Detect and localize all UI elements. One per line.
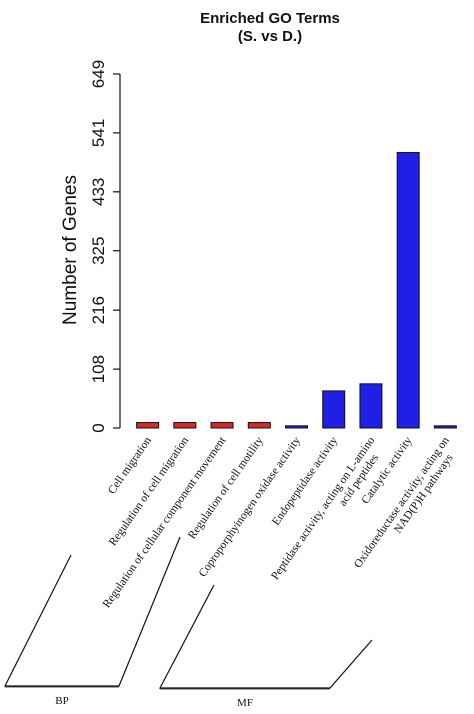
- bar-4: [247, 422, 271, 429]
- y-tick-label: 649: [89, 60, 108, 88]
- bar-7: [359, 383, 383, 429]
- y-axis: 0 108 216 325 433 541 649: [89, 60, 121, 433]
- y-tick-label: 433: [89, 178, 108, 206]
- bar-2: [173, 422, 197, 429]
- y-tick-label: 325: [89, 237, 108, 265]
- y-tick-label: 0: [89, 423, 108, 432]
- category-label-4: Regulation of cell motility: [186, 435, 266, 542]
- y-axis-label: Number of Genes: [60, 175, 81, 325]
- bar-8: [396, 152, 420, 429]
- chart-title: Enriched GO Terms: [200, 10, 340, 27]
- group-label-bp: BP: [55, 695, 68, 707]
- y-tick-label: 108: [89, 355, 108, 383]
- bar-6: [322, 390, 346, 429]
- bar-9: [433, 425, 457, 429]
- bar-1: [136, 422, 160, 429]
- bp-group-bracket: [4, 536, 181, 687]
- category-label-6: Endopeptidase activity: [270, 435, 340, 528]
- chart-subtitle: (S. vs D.): [238, 28, 302, 45]
- group-label-mf: MF: [237, 697, 253, 709]
- mf-group-bracket: [159, 584, 373, 689]
- y-tick-label: 541: [89, 119, 108, 147]
- group-brackets: [4, 536, 373, 690]
- category-label-line: Regulation of cell motility: [186, 435, 266, 542]
- bars: [136, 152, 457, 429]
- bar-3: [210, 422, 234, 429]
- category-label-line: Endopeptidase activity: [270, 435, 340, 528]
- bar-5: [285, 425, 308, 429]
- y-tick-label: 216: [89, 296, 108, 324]
